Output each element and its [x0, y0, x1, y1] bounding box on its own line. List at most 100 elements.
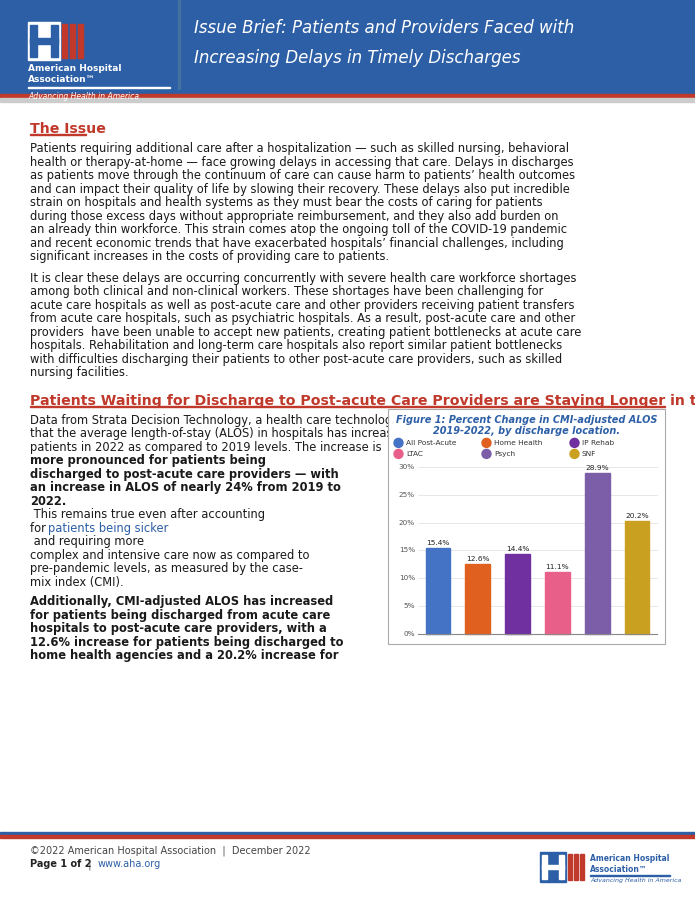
Text: Association™: Association™: [590, 865, 648, 874]
Bar: [580, 854, 584, 880]
Text: Increasing Delays in Timely Discharges: Increasing Delays in Timely Discharges: [194, 49, 521, 67]
Text: Patients Waiting for Discharge to Post-acute Care Providers are Staying Longer i: Patients Waiting for Discharge to Post-a…: [30, 393, 695, 408]
Bar: [62, 24, 67, 58]
Text: Association™: Association™: [28, 75, 96, 84]
Text: 11.1%: 11.1%: [546, 564, 569, 570]
Text: strain on hospitals and health systems as they must bear the costs of caring for: strain on hospitals and health systems a…: [30, 196, 543, 209]
Text: The Issue: The Issue: [30, 122, 111, 136]
Bar: [30, 38, 58, 44]
Bar: [30, 406, 665, 407]
Bar: [574, 854, 578, 880]
Text: mix index (CMI).: mix index (CMI).: [30, 576, 124, 589]
Text: health or therapy-at-home — face growing delays in accessing that care. Delays i: health or therapy-at-home — face growing…: [30, 156, 573, 168]
Text: www.aha.org: www.aha.org: [98, 859, 161, 869]
Bar: [0, 94, 695, 98]
Circle shape: [482, 438, 491, 447]
Text: among both clinical and non-clinical workers. These shortages have been challeng: among both clinical and non-clinical wor…: [30, 285, 543, 298]
Text: American Hospital: American Hospital: [590, 854, 669, 863]
Text: LTAC: LTAC: [406, 451, 423, 457]
Bar: [542, 865, 564, 869]
Bar: [0, 98, 695, 102]
Circle shape: [482, 449, 491, 458]
Text: 25%: 25%: [399, 491, 415, 498]
Bar: [568, 854, 572, 880]
Bar: [0, 90, 695, 94]
Text: pre-pandemic levels, as measured by the case-: pre-pandemic levels, as measured by the …: [30, 562, 303, 575]
Text: hospitals to post-acute care providers, with a: hospitals to post-acute care providers, …: [30, 623, 327, 635]
Text: Additionally, CMI-adjusted ALOS has increased: Additionally, CMI-adjusted ALOS has incr…: [30, 596, 333, 608]
Text: Home Health: Home Health: [494, 440, 542, 445]
Bar: [0, 0, 695, 90]
Bar: [545, 572, 570, 634]
Bar: [78, 24, 83, 58]
Text: 15%: 15%: [399, 547, 415, 553]
Text: 10%: 10%: [399, 575, 415, 581]
Text: and recent economic trends that have exacerbated hospitals’ financial challenges: and recent economic trends that have exa…: [30, 237, 564, 249]
Text: providers  have been unable to accept new patients, creating patient bottlenecks: providers have been unable to accept new…: [30, 326, 582, 338]
Bar: [585, 473, 610, 634]
Text: for patients being discharged from acute care: for patients being discharged from acute…: [30, 609, 330, 622]
Bar: [542, 855, 547, 879]
Text: from acute care hospitals, such as psychiatric hospitals. As a result, post-acut: from acute care hospitals, such as psych…: [30, 312, 575, 325]
Bar: [70, 24, 75, 58]
Text: with difficulties discharging their patients to other post-acute care providers,: with difficulties discharging their pati…: [30, 353, 562, 365]
Text: for: for: [30, 522, 49, 535]
Text: Issue Brief: Patients and Providers Faced with: Issue Brief: Patients and Providers Face…: [194, 19, 574, 37]
Circle shape: [394, 449, 403, 458]
Text: 30%: 30%: [399, 464, 415, 470]
Text: complex and intensive care now as compared to: complex and intensive care now as compar…: [30, 549, 309, 562]
Text: an already thin workforce. This strain comes atop the ongoing toll of the COVID-: an already thin workforce. This strain c…: [30, 223, 567, 236]
Text: acute care hospitals as well as post-acute care and other providers receiving pa: acute care hospitals as well as post-acu…: [30, 299, 575, 311]
Text: Page 1 of 2: Page 1 of 2: [30, 859, 92, 869]
Text: patients in 2022 as compared to 2019 levels. The increase is: patients in 2022 as compared to 2019 lev…: [30, 441, 382, 454]
Text: discharged to post-acute care providers — with: discharged to post-acute care providers …: [30, 468, 338, 481]
Text: and requiring more: and requiring more: [30, 536, 144, 548]
Text: Patients requiring additional care after a hospitalization — such as skilled nur: Patients requiring additional care after…: [30, 142, 569, 155]
Text: hospitals. Rehabilitation and long-term care hospitals also report similar patie: hospitals. Rehabilitation and long-term …: [30, 339, 562, 352]
Text: home health agencies and a 20.2% increase for: home health agencies and a 20.2% increas…: [30, 650, 338, 662]
Text: 12.6%: 12.6%: [466, 556, 489, 562]
Text: It is clear these delays are occurring concurrently with severe health care work: It is clear these delays are occurring c…: [30, 272, 576, 284]
Text: 20.2%: 20.2%: [626, 514, 649, 519]
Text: that the average length-of-stay (ALOS) in hospitals has increased 19.2% across t: that the average length-of-stay (ALOS) i…: [30, 428, 566, 440]
Text: 14.4%: 14.4%: [506, 545, 530, 552]
Bar: [466, 563, 490, 634]
Text: during those excess days without appropriate reimbursement, and they also add bu: during those excess days without appropr…: [30, 210, 559, 222]
Text: patients being sicker: patients being sicker: [48, 522, 168, 535]
Text: as patients move through the continuum of care can cause harm to patients’ healt: as patients move through the continuum o…: [30, 169, 575, 182]
Text: 15.4%: 15.4%: [426, 540, 450, 546]
Text: more pronounced for patients being: more pronounced for patients being: [30, 454, 266, 467]
Text: Advancing Health in America: Advancing Health in America: [590, 878, 681, 883]
Bar: [51, 25, 58, 57]
Text: Figure 1: Percent Change in CMI-adjusted ALOS: Figure 1: Percent Change in CMI-adjusted…: [396, 415, 657, 425]
Text: 12.6% increase for patients being discharged to: 12.6% increase for patients being discha…: [30, 636, 343, 649]
Circle shape: [394, 438, 403, 447]
Text: Advancing Health in America: Advancing Health in America: [28, 92, 139, 101]
Text: significant increases in the costs of providing care to patients.: significant increases in the costs of pr…: [30, 250, 389, 263]
Bar: [505, 554, 530, 634]
Text: 2019-2022, by discharge location.: 2019-2022, by discharge location.: [433, 426, 620, 436]
Bar: [559, 855, 564, 879]
Text: nursing facilities.: nursing facilities.: [30, 366, 129, 379]
Text: Data from Strata Decision Technology, a health care technology and consulting fi: Data from Strata Decision Technology, a …: [30, 414, 550, 427]
Bar: [625, 521, 649, 634]
Text: ©2022 American Hospital Association  |  December 2022: ©2022 American Hospital Association | De…: [30, 846, 311, 857]
Bar: [28, 22, 60, 60]
Text: 5%: 5%: [404, 603, 415, 609]
Bar: [178, 0, 180, 90]
Bar: [425, 548, 450, 634]
Text: and can impact their quality of life by slowing their recovery. These delays als: and can impact their quality of life by …: [30, 183, 570, 195]
Text: |: |: [82, 859, 98, 869]
Text: IP Rehab: IP Rehab: [582, 440, 614, 445]
Text: This remains true even after accounting: This remains true even after accounting: [30, 508, 265, 521]
Text: American Hospital: American Hospital: [28, 64, 122, 73]
Bar: [30, 134, 86, 135]
Text: 20%: 20%: [399, 519, 415, 526]
Circle shape: [570, 449, 579, 458]
Bar: [0, 832, 695, 835]
Text: All Post-Acute: All Post-Acute: [406, 440, 457, 445]
Text: 28.9%: 28.9%: [585, 465, 609, 471]
Text: 0%: 0%: [404, 631, 415, 637]
Text: an increase in ALOS of nearly 24% from 2019 to: an increase in ALOS of nearly 24% from 2…: [30, 482, 341, 494]
Text: Psych: Psych: [494, 451, 515, 457]
